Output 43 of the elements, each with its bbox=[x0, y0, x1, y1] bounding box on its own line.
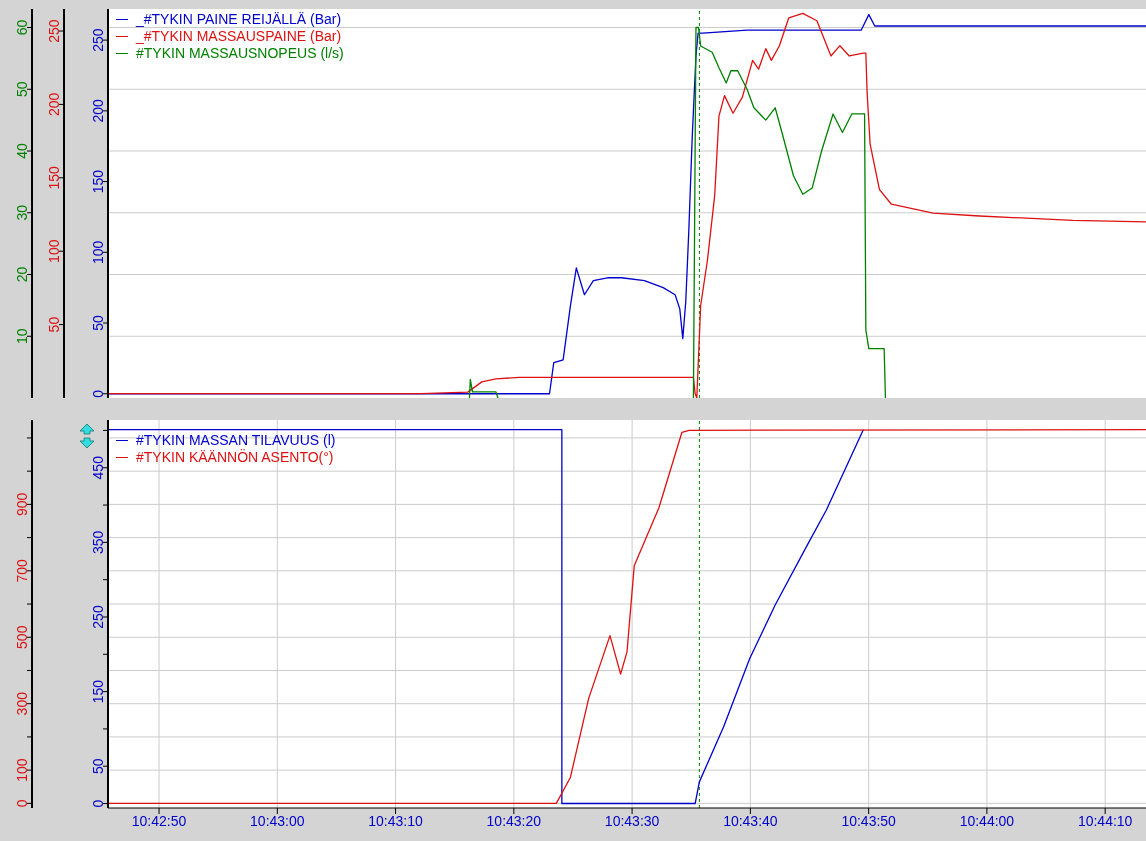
y2-tick-label: 250 bbox=[46, 19, 62, 43]
y2-tick-label: 0 bbox=[14, 799, 30, 808]
legend-label: #TYKIN KÄÄNNÖN ASENTO(°) bbox=[136, 449, 334, 466]
y-tick-label: 0 bbox=[90, 799, 106, 808]
y2-tick-label: 100 bbox=[14, 758, 30, 782]
y3-tick-label: 50 bbox=[14, 81, 30, 98]
y3-tick-label: 60 bbox=[14, 19, 30, 36]
y-tick-label: 150 bbox=[90, 169, 106, 194]
y2-tick-label: 100 bbox=[46, 239, 62, 263]
y-tick-label: 50 bbox=[90, 315, 106, 331]
y3-tick-label: 10 bbox=[14, 328, 30, 345]
y-tick-label: 250 bbox=[90, 605, 106, 629]
y3-tick-label: 40 bbox=[14, 143, 30, 159]
x-tick-label: 10:44:00 bbox=[959, 812, 1015, 829]
x-tick-label: 10:43:30 bbox=[604, 812, 660, 829]
y-tick-label: 250 bbox=[90, 28, 106, 52]
y-tick-label: 150 bbox=[90, 679, 106, 704]
y-tick-label: 350 bbox=[90, 530, 106, 555]
y2-tick-label: 300 bbox=[14, 691, 30, 716]
y-tick-label: 200 bbox=[90, 98, 106, 123]
x-tick-label: 10:42:50 bbox=[131, 812, 187, 829]
x-tick-label: 10:43:10 bbox=[368, 812, 424, 829]
y-tick-label: 50 bbox=[90, 758, 106, 774]
y2-tick-label: 200 bbox=[46, 92, 62, 117]
x-tick-label: 10:43:50 bbox=[841, 812, 897, 829]
y-tick-label: 100 bbox=[90, 240, 106, 264]
x-tick-label: 10:44:10 bbox=[1077, 812, 1133, 829]
legend-label: _#TYKIN MASSAUSPAINE (Bar) bbox=[136, 28, 342, 45]
y3-tick-label: 30 bbox=[14, 204, 30, 221]
legend-label: _#TYKIN PAINE REIJÄLLÄ (Bar) bbox=[136, 11, 342, 28]
x-tick-label: 10:43:40 bbox=[723, 812, 778, 829]
y2-tick-label: 700 bbox=[14, 558, 30, 583]
y2-tick-label: 50 bbox=[46, 316, 62, 333]
y-tick-label: 0 bbox=[90, 389, 106, 398]
y2-tick-label: 500 bbox=[14, 625, 30, 649]
x-tick-label: 10:43:20 bbox=[486, 812, 542, 829]
y-tick-label: 450 bbox=[90, 455, 106, 480]
legend-label: #TYKIN MASSAUSNOPEUS (l/s) bbox=[136, 45, 344, 62]
legend-label: #TYKIN MASSAN TILAVUUS (l) bbox=[136, 432, 336, 449]
y2-tick-label: 150 bbox=[46, 165, 62, 190]
x-tick-label: 10:43:00 bbox=[250, 812, 305, 829]
y3-tick-label: 20 bbox=[14, 266, 30, 283]
y2-tick-label: 900 bbox=[14, 492, 30, 517]
